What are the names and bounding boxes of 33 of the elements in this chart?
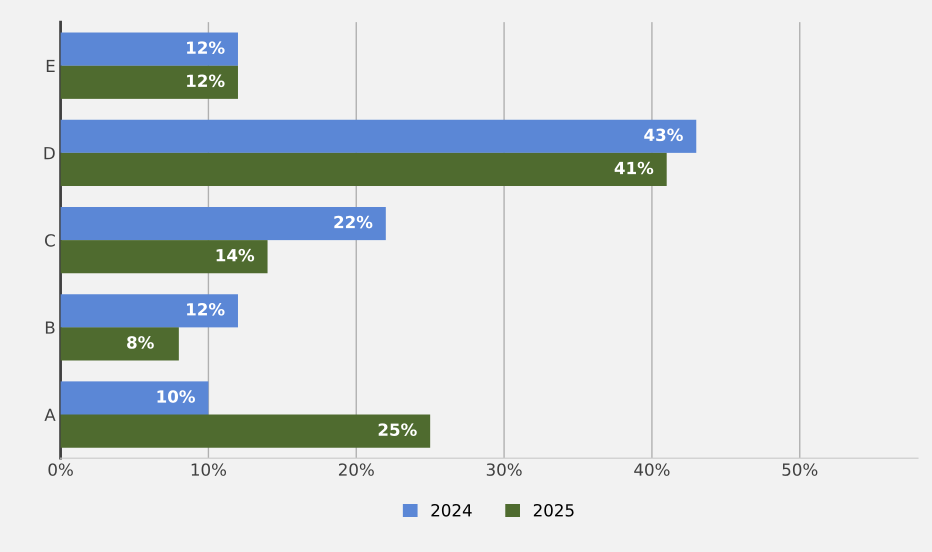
- bar: [60, 66, 238, 99]
- y-tick-label: A: [44, 408, 56, 421]
- y-tick-label: B: [46, 322, 55, 334]
- bar: [60, 381, 208, 415]
- bar: [60, 32, 238, 66]
- legend-label: 2025: [534, 504, 574, 517]
- data-label: 12%: [187, 302, 225, 316]
- data-label: 14%: [216, 248, 254, 262]
- bar: [60, 240, 268, 274]
- data-label: 8%: [127, 336, 154, 349]
- bar: [60, 327, 179, 360]
- bar: [60, 206, 386, 240]
- data-label: 12%: [187, 74, 225, 88]
- x-tick-label: 0%: [48, 463, 73, 476]
- x-tick-label: 30%: [486, 463, 522, 476]
- y-tick-label: C: [45, 234, 55, 247]
- y-tick-label: E: [46, 60, 55, 72]
- data-label: 43%: [644, 128, 683, 142]
- bar: [60, 152, 667, 186]
- x-tick-label: 20%: [338, 463, 374, 476]
- bar: [60, 414, 430, 448]
- bar: [60, 294, 238, 328]
- data-label: 12%: [187, 41, 225, 54]
- data-label: 10%: [158, 390, 195, 403]
- data-label: 25%: [378, 423, 417, 436]
- x-tick-label: 10%: [192, 463, 226, 476]
- x-tick-label: 50%: [782, 463, 818, 476]
- bar: [60, 120, 696, 153]
- data-label: 41%: [614, 162, 654, 174]
- data-label: 22%: [334, 216, 372, 228]
- legend-label: 2024: [431, 504, 472, 517]
- y-tick-label: D: [44, 147, 55, 160]
- x-tick-label: 40%: [634, 463, 670, 476]
